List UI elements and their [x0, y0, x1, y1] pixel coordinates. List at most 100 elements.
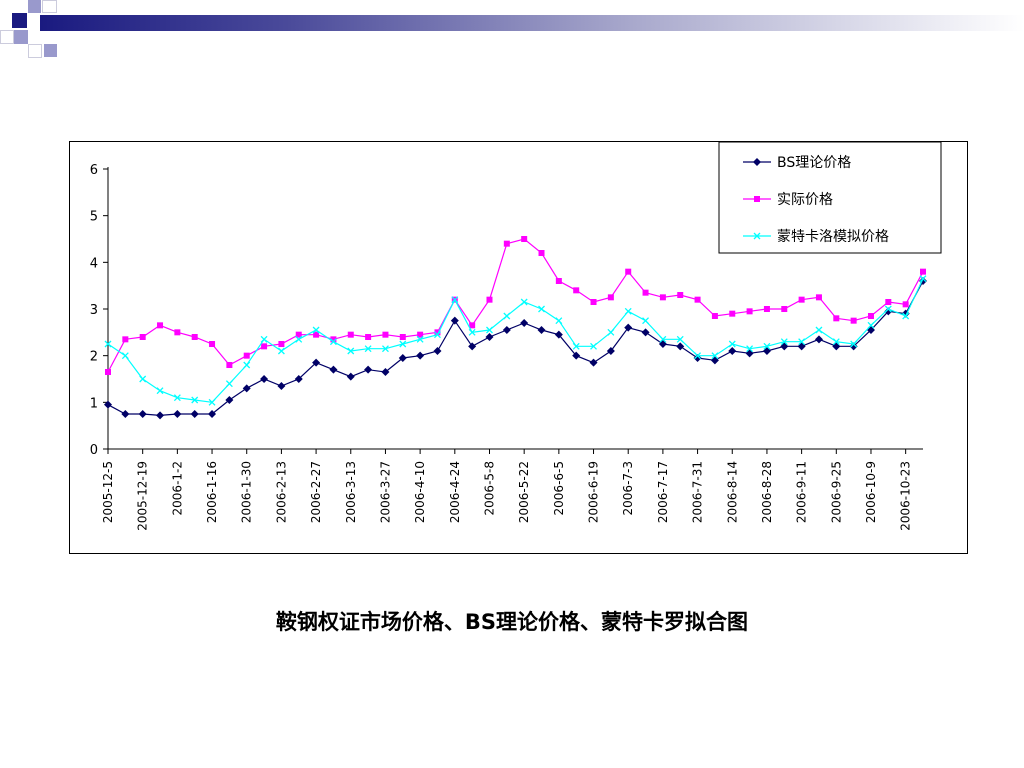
- data-point: [815, 294, 822, 301]
- x-tick-label: 2006-7-31: [691, 461, 705, 523]
- data-point: [416, 351, 425, 360]
- x-tick-label: 2006-7-17: [656, 461, 670, 523]
- x-tick-label: 2006-5-22: [517, 461, 531, 523]
- data-point: [885, 299, 892, 305]
- data-point: [486, 326, 493, 334]
- data-point: [260, 375, 269, 383]
- data-point: [277, 382, 286, 390]
- data-point: [295, 335, 303, 343]
- x-tick-label: 2005-12-5: [101, 461, 115, 523]
- data-point: [676, 335, 684, 343]
- data-point: [209, 341, 216, 347]
- x-tick-label: 2006-3-13: [344, 461, 358, 523]
- data-point: [849, 342, 858, 351]
- legend-marker: [753, 232, 761, 240]
- data-point: [243, 361, 251, 369]
- data-point: [554, 330, 563, 339]
- data-point: [711, 352, 719, 360]
- data-point: [642, 289, 649, 296]
- y-tick-label: 3: [90, 303, 98, 318]
- data-point: [729, 310, 736, 317]
- x-tick-label: 2006-9-11: [795, 461, 809, 523]
- data-point: [225, 380, 233, 388]
- data-point: [243, 352, 250, 359]
- legend-label: 蒙特卡洛模拟价格: [777, 229, 889, 245]
- data-point: [555, 317, 563, 325]
- y-tick-label: 4: [90, 256, 98, 271]
- data-point: [398, 354, 407, 362]
- data-point: [138, 410, 147, 418]
- data-point: [780, 338, 788, 346]
- deco-square-7: [44, 44, 57, 57]
- data-point: [711, 313, 718, 319]
- data-point: [521, 236, 528, 242]
- data-point: [381, 345, 389, 353]
- x-tick-label: 2006-1-16: [205, 461, 219, 523]
- x-tick-label: 2006-2-13: [274, 461, 288, 523]
- data-point: [139, 334, 146, 340]
- data-point: [365, 334, 372, 340]
- data-point: [884, 305, 892, 313]
- data-point: [590, 299, 597, 305]
- data-point: [850, 340, 858, 348]
- data-point: [226, 362, 233, 368]
- data-point: [590, 342, 597, 350]
- data-point: [763, 342, 771, 350]
- data-point: [485, 333, 494, 341]
- legend-marker: [753, 158, 761, 166]
- data-point: [867, 313, 874, 319]
- x-tick-label: 2006-8-14: [725, 461, 739, 523]
- data-point: [434, 331, 441, 339]
- data-point: [382, 331, 389, 338]
- x-tick-label: 2006-5-8: [482, 461, 496, 515]
- data-point: [173, 410, 182, 418]
- data-point: [451, 296, 459, 304]
- deco-square-2: [28, 0, 41, 13]
- deco-square-3: [42, 0, 57, 13]
- data-point: [573, 287, 580, 294]
- data-point: [347, 347, 355, 355]
- data-point: [347, 331, 354, 338]
- x-tick-label: 2006-6-19: [587, 461, 601, 523]
- data-point: [572, 342, 580, 350]
- data-point: [295, 331, 302, 338]
- x-tick-label: 2006-6-5: [552, 461, 566, 515]
- deco-square-4: [0, 30, 14, 44]
- data-point: [278, 341, 285, 347]
- data-point: [381, 368, 390, 376]
- data-point: [503, 312, 511, 320]
- data-point: [277, 347, 285, 355]
- data-point: [156, 387, 164, 395]
- data-point: [728, 347, 737, 355]
- x-tick-label: 2006-8-28: [760, 461, 774, 523]
- series-line: [107, 278, 924, 403]
- data-point: [850, 317, 857, 324]
- data-point: [122, 336, 129, 343]
- data-point: [746, 345, 754, 353]
- x-tick-label: 2006-3-27: [378, 461, 392, 523]
- data-point: [797, 342, 806, 351]
- data-point: [329, 365, 338, 374]
- data-point: [884, 307, 893, 316]
- y-tick-label: 1: [90, 396, 98, 411]
- data-point: [312, 326, 320, 334]
- data-point: [659, 294, 666, 301]
- data-point: [157, 322, 164, 329]
- data-point: [173, 394, 181, 402]
- data-point: [641, 328, 650, 337]
- data-point: [469, 322, 476, 329]
- data-point: [503, 240, 510, 247]
- x-tick-label: 2006-10-23: [899, 461, 913, 531]
- data-point: [833, 315, 840, 322]
- data-point: [537, 326, 546, 334]
- data-point: [313, 331, 320, 338]
- chart-frame: 0 1 2 3 4 5 6 2005-12-5 2005-12-19 2006-1-2 2006-1…: [69, 141, 968, 554]
- data-point: [312, 358, 321, 367]
- data-point: [815, 326, 823, 334]
- legend-marker: [754, 196, 760, 202]
- data-point: [434, 329, 441, 336]
- data-point: [781, 306, 788, 312]
- data-point: [191, 334, 198, 340]
- data-point: [104, 400, 112, 409]
- data-point: [832, 338, 840, 346]
